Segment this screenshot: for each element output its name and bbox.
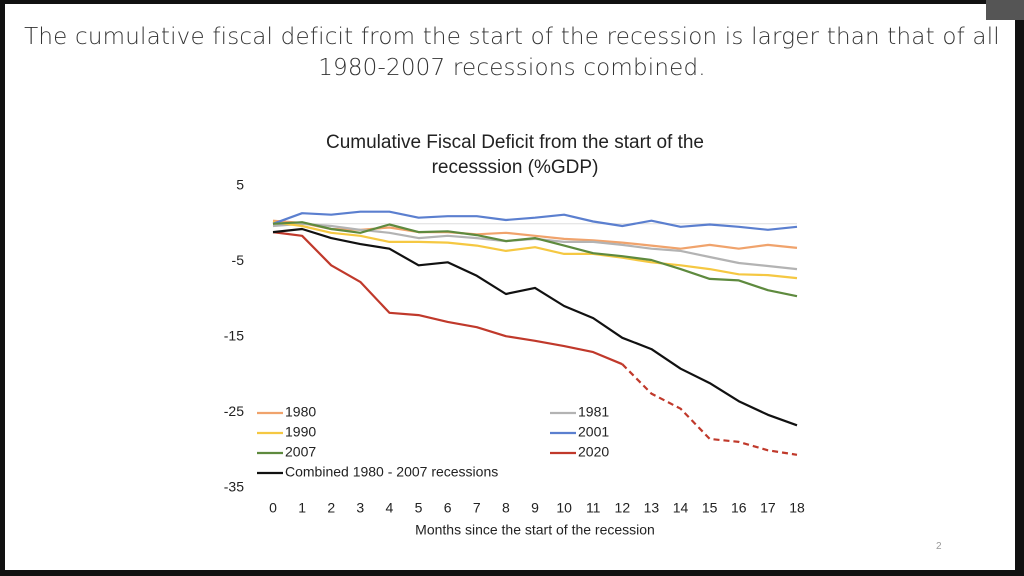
series-line: [621, 363, 798, 456]
legend-label: 2007: [285, 444, 316, 460]
webcam-thumbnail: [986, 0, 1024, 20]
y-tick-label: -35: [224, 479, 244, 495]
x-tick-label: 5: [415, 500, 423, 516]
legend-label: 1981: [578, 404, 609, 420]
x-axis-label: Months since the start of the recession: [415, 522, 655, 538]
x-tick-label: 7: [473, 500, 481, 516]
legend-label: 1990: [285, 424, 316, 440]
chart-title: Cumulative Fiscal Deficit from the start…: [325, 132, 704, 178]
x-tick-label: 3: [356, 500, 364, 516]
page-number: 2: [936, 541, 942, 552]
series-line: [272, 227, 798, 427]
x-tick-label: 13: [644, 500, 660, 516]
y-tick-label: -15: [224, 328, 244, 344]
x-tick-label: 1: [298, 500, 306, 516]
legend-label: 2020: [578, 444, 609, 460]
x-tick-label: 16: [731, 500, 747, 516]
x-tick-label: 4: [386, 500, 394, 516]
x-tick-label: 2: [327, 500, 335, 516]
y-tick-label: -25: [224, 403, 244, 419]
x-tick-label: 8: [502, 500, 510, 516]
y-tick-label: -5: [232, 252, 245, 268]
legend-label: Combined 1980 - 2007 recessions: [285, 464, 498, 480]
slide: [5, 4, 1015, 570]
legend-label: 2001: [578, 424, 609, 440]
x-tick-label: 15: [702, 500, 718, 516]
x-tick-label: 17: [760, 500, 776, 516]
x-tick-label: 18: [789, 500, 805, 516]
series-line: [272, 221, 798, 280]
x-tick-label: 14: [673, 500, 689, 516]
slide-title: The cumulative fiscal deficit from the s…: [24, 24, 1000, 81]
x-tick-label: 10: [556, 500, 572, 516]
x-tick-label: 0: [269, 500, 277, 516]
y-tick-label: 5: [236, 177, 244, 193]
x-tick-label: 12: [615, 500, 631, 516]
x-tick-label: 9: [531, 500, 539, 516]
legend-label: 1980: [285, 404, 316, 420]
series-line: [272, 221, 798, 298]
series-line: [272, 231, 623, 366]
series-line: [272, 210, 798, 231]
x-tick-label: 11: [586, 500, 601, 516]
x-tick-label: 6: [444, 500, 452, 516]
